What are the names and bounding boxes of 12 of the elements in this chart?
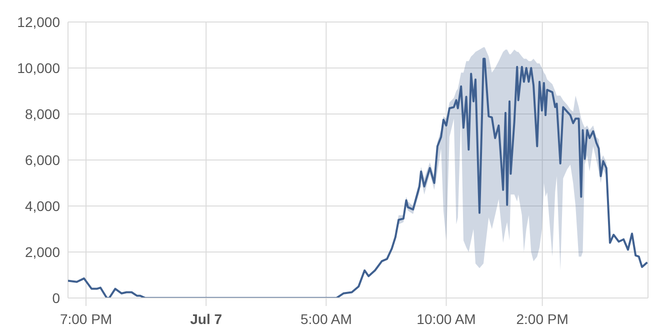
x-tick-label: 10:00 AM — [416, 311, 476, 327]
x-tick-label: 2:00 PM — [516, 311, 568, 327]
x-tick-label: 7:00 PM — [60, 311, 112, 327]
y-tick-label: 4,000 — [24, 198, 60, 214]
y-tick-label: 12,000 — [17, 14, 60, 30]
x-tick-label: Jul 7 — [190, 311, 222, 327]
y-tick-label: 10,000 — [17, 60, 60, 76]
y-tick-label: 0 — [52, 290, 60, 306]
y-tick-label: 8,000 — [24, 106, 60, 122]
y-tick-label: 2,000 — [24, 244, 60, 260]
x-tick-label: 5:00 AM — [300, 311, 352, 327]
y-tick-label: 6,000 — [24, 152, 60, 168]
